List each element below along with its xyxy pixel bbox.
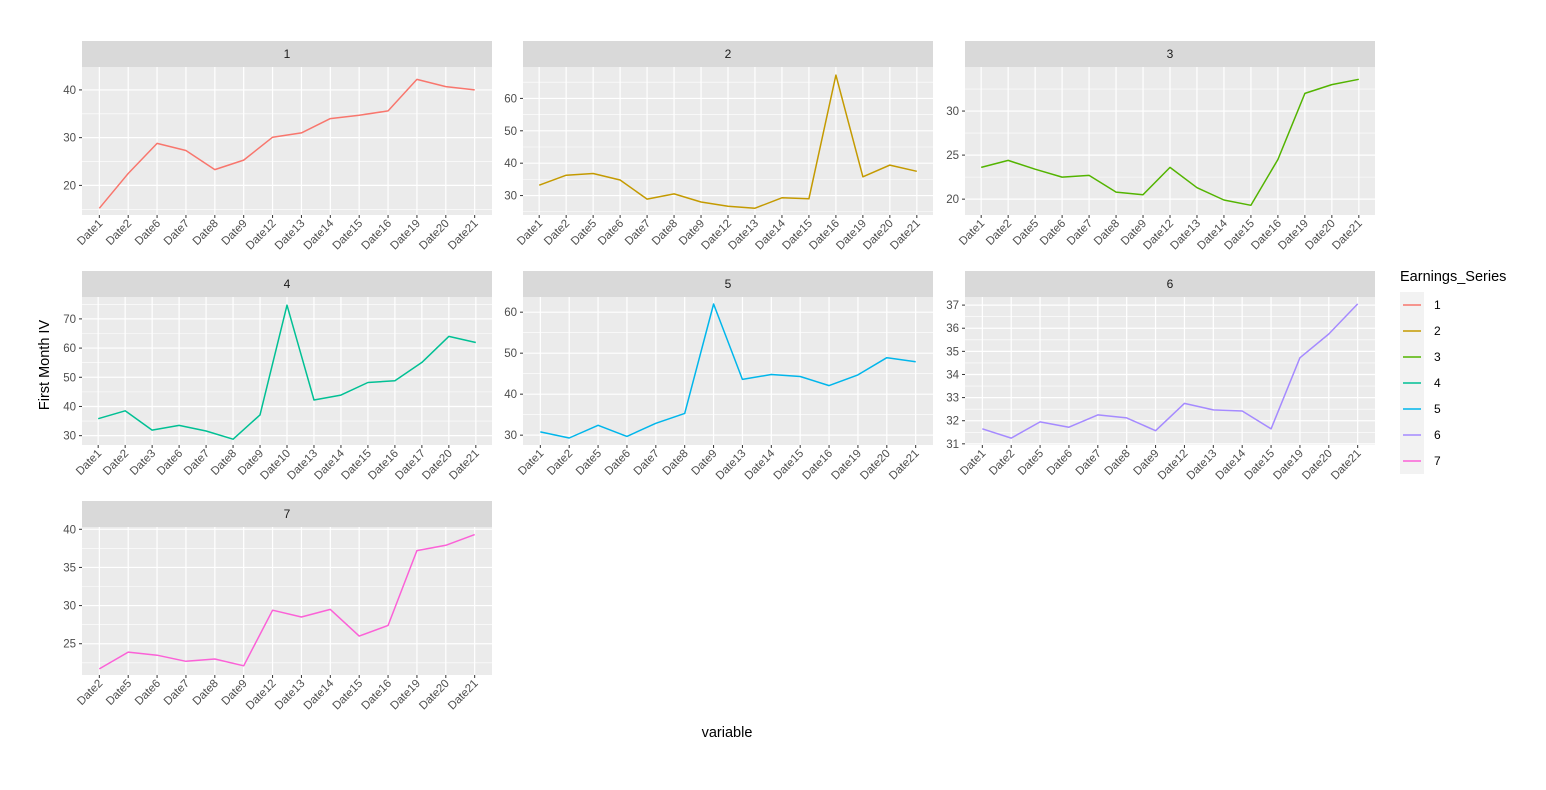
panel-background <box>82 67 492 215</box>
y-tick-label: 30 <box>63 431 76 443</box>
facet-strip-label: 7 <box>284 507 291 521</box>
panel-background <box>82 527 492 675</box>
facet-panel-7: 725303540Date2Date5Date6Date7Date8Date9D… <box>63 501 492 712</box>
y-tick-label: 30 <box>504 430 517 442</box>
y-tick-label: 25 <box>63 639 76 651</box>
y-tick-label: 32 <box>946 416 959 428</box>
y-tick-label: 20 <box>946 194 959 206</box>
facet-strip-label: 5 <box>725 277 732 291</box>
y-tick-label: 50 <box>63 372 76 384</box>
series-line-4 <box>97 304 476 440</box>
legend-label: 2 <box>1434 324 1441 338</box>
legend-item-2: 2 <box>1400 318 1441 344</box>
legend-item-1: 1 <box>1400 292 1441 318</box>
y-tick-label: 70 <box>63 314 76 326</box>
legend-label: 4 <box>1434 376 1441 390</box>
facet-strip-1 <box>82 41 492 67</box>
facet-strip-5 <box>523 271 933 297</box>
y-tick-label: 31 <box>946 439 959 451</box>
legend-title: Earnings_Series <box>1400 269 1506 285</box>
y-tick-label: 40 <box>63 524 76 536</box>
y-tick-label: 40 <box>504 389 517 401</box>
legend-item-5: 5 <box>1400 396 1441 422</box>
y-tick-label: 40 <box>504 158 517 170</box>
legend-item-4: 4 <box>1400 370 1441 396</box>
y-axis-title: First Month IV <box>37 320 53 411</box>
y-tick-label: 50 <box>504 126 517 138</box>
legend-label: 7 <box>1434 454 1441 468</box>
y-tick-label: 35 <box>63 562 76 574</box>
series-line-7 <box>98 533 475 670</box>
y-tick-label: 60 <box>63 343 76 355</box>
series-line-6 <box>982 303 1359 439</box>
x-axis-title: variable <box>702 725 753 741</box>
y-tick-label: 30 <box>946 106 959 118</box>
series-line-5 <box>540 303 916 439</box>
legend-label: 3 <box>1434 350 1441 364</box>
y-tick-label: 60 <box>504 93 517 105</box>
series-line-3 <box>981 78 1359 207</box>
facet-strip-label: 6 <box>1167 277 1174 291</box>
legend-label: 6 <box>1434 428 1441 442</box>
facet-strip-7 <box>82 501 492 527</box>
facet-strip-label: 4 <box>284 277 291 291</box>
legend-label: 1 <box>1434 298 1441 312</box>
legend-item-6: 6 <box>1400 422 1441 448</box>
facet-panel-1: 1203040Date1Date2Date6Date7Date8Date9Dat… <box>63 41 492 252</box>
legend-label: 5 <box>1434 402 1441 416</box>
y-tick-label: 40 <box>63 85 76 97</box>
facet-strip-2 <box>523 41 933 67</box>
facet-strip-label: 2 <box>725 47 732 61</box>
facet-strip-4 <box>82 271 492 297</box>
y-tick-label: 35 <box>946 346 959 358</box>
y-tick-label: 30 <box>504 191 517 203</box>
legend: Earnings_Series 1 2 3 4 5 6 7 <box>1400 269 1506 474</box>
y-tick-label: 60 <box>504 307 517 319</box>
facet-strip-6 <box>965 271 1375 297</box>
y-tick-label: 33 <box>946 393 959 405</box>
series-line-1 <box>98 78 475 209</box>
y-tick-label: 50 <box>504 348 517 360</box>
legend-item-3: 3 <box>1400 344 1441 370</box>
panel-background <box>523 297 933 445</box>
y-tick-label: 34 <box>946 369 959 381</box>
legend-item-7: 7 <box>1400 448 1441 474</box>
facet-panel-5: 530405060Date1Date2Date5Date6Date7Date8D… <box>504 271 933 482</box>
panel-background <box>965 297 1375 445</box>
y-tick-label: 30 <box>63 601 76 613</box>
facet-strip-label: 3 <box>1167 47 1174 61</box>
y-tick-label: 36 <box>946 323 959 335</box>
y-tick-label: 37 <box>946 300 959 312</box>
y-tick-label: 40 <box>63 401 76 413</box>
y-tick-label: 25 <box>946 150 959 162</box>
y-tick-label: 30 <box>63 133 76 145</box>
facet-strip-label: 1 <box>284 47 291 61</box>
series-line-2 <box>538 74 917 209</box>
facet-strip-3 <box>965 41 1375 67</box>
y-tick-label: 20 <box>63 180 76 192</box>
